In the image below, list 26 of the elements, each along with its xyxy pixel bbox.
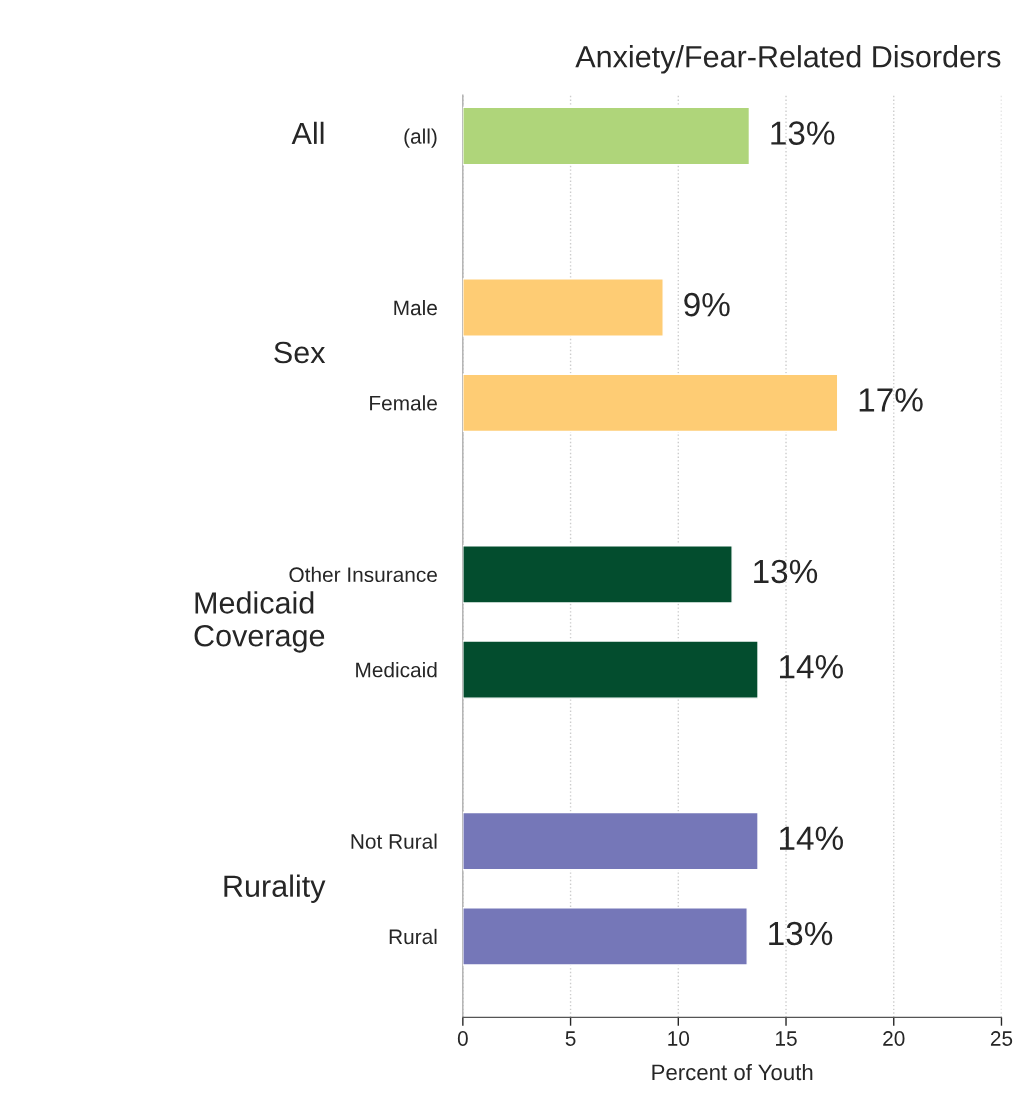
y-tick-label: Male — [394, 299, 437, 316]
y-tick-label: Medicaid — [356, 662, 437, 678]
data-label: 14% — [780, 655, 843, 679]
data-label: 9% — [684, 292, 730, 317]
text: Sex — [274, 341, 326, 364]
x-tick-label: 15 — [776, 1031, 797, 1046]
x-tick-label: 0 — [457, 1031, 468, 1046]
x-tick-label: 10 — [668, 1031, 690, 1046]
y-tick-label: Rural — [389, 928, 437, 945]
x-tick-label: 5 — [565, 1031, 576, 1046]
data-label: 13% — [754, 559, 818, 584]
data-label: 17% — [859, 388, 923, 412]
y-tick-label: Other Insurance — [289, 566, 437, 583]
text: Medicaid Coverage — [194, 591, 325, 653]
y-tick-label: Not Rural — [351, 833, 437, 849]
x-tick-label: 20 — [883, 1031, 905, 1046]
y-tick-label: Female — [370, 395, 437, 411]
data-label: 14% — [780, 826, 843, 850]
x-tick-label: 25 — [990, 1031, 1013, 1046]
x-axis-title: Percent of Youth — [652, 1063, 813, 1081]
data-label: 13% — [769, 921, 833, 946]
data-label: 13% — [771, 121, 835, 145]
text: All — [291, 121, 324, 144]
y-tick-label: (all) — [404, 128, 437, 148]
text: Rurality — [224, 874, 326, 903]
chart-title: Anxiety/Fear-Related Disorders — [575, 45, 1001, 74]
